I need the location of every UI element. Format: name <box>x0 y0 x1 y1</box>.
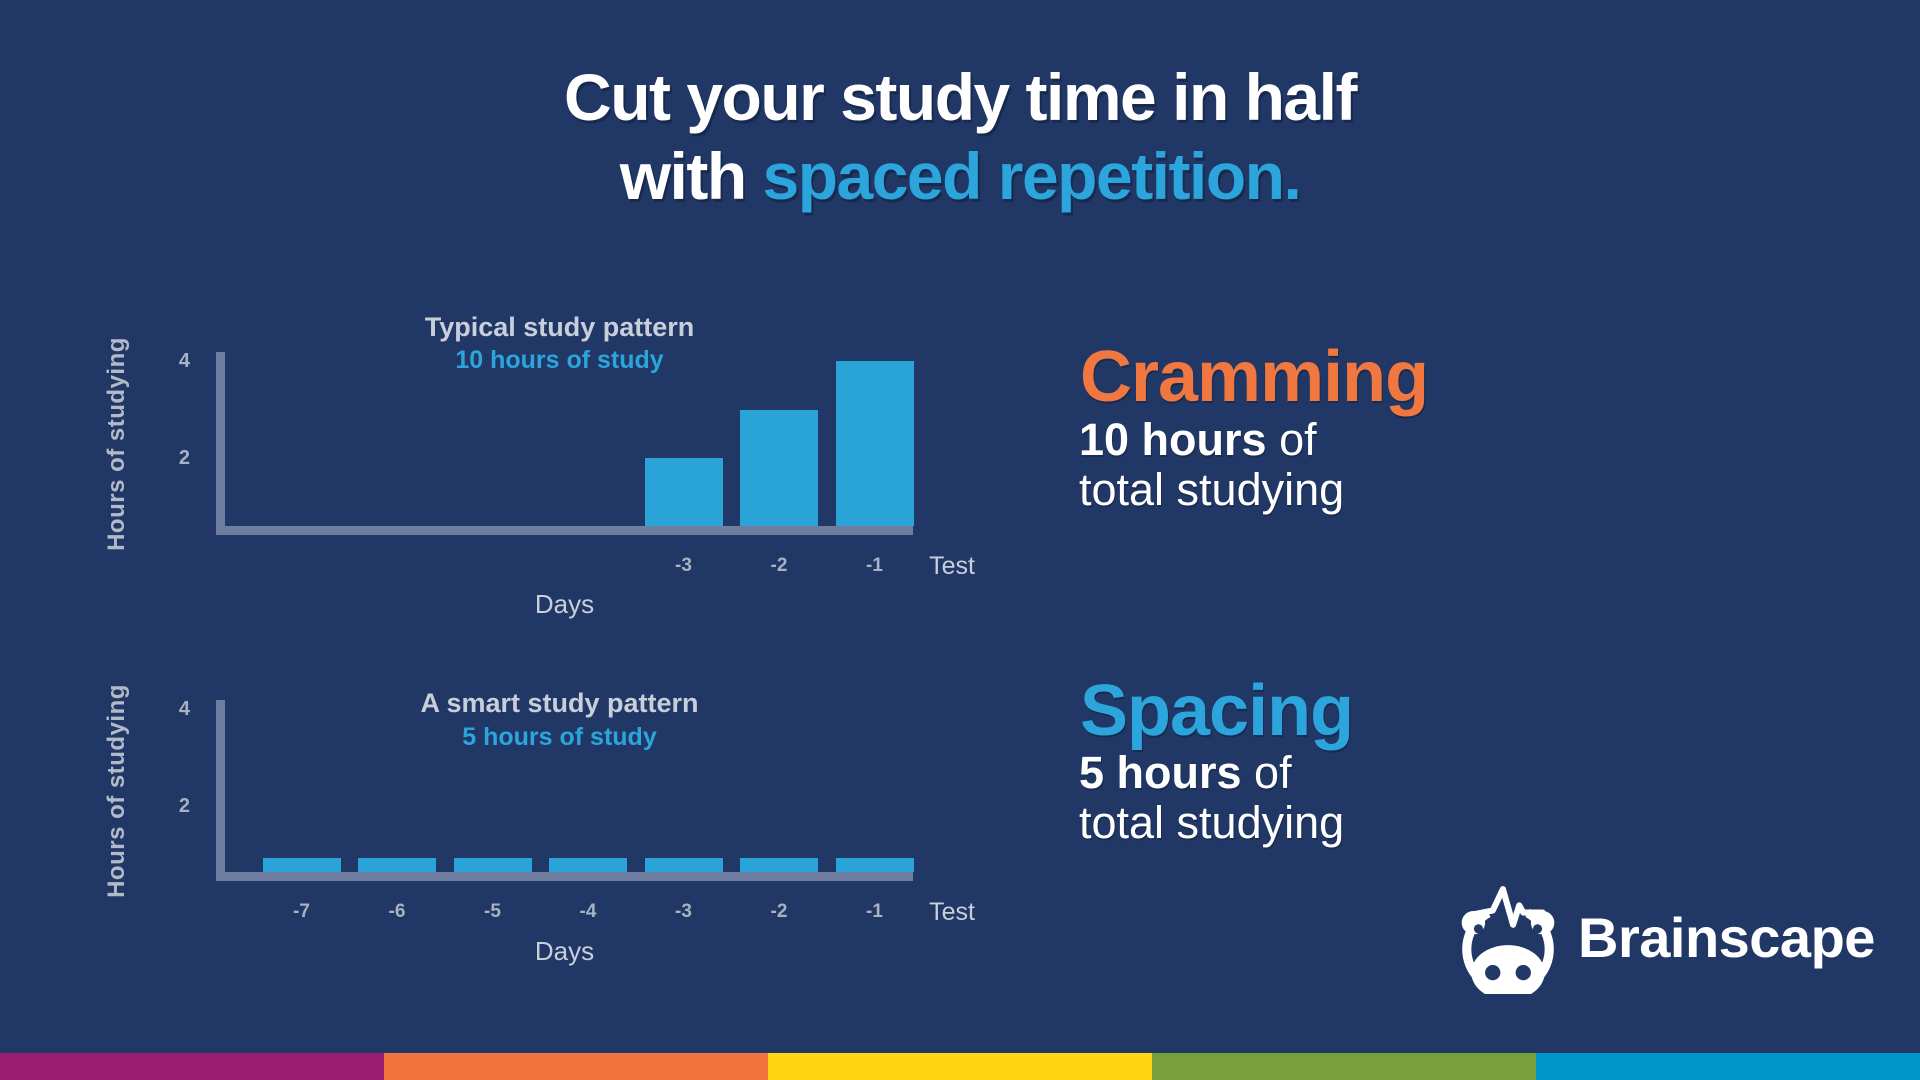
cramming-hours-line2: total studying <box>1079 464 1345 515</box>
chart-title: Typical study pattern <box>424 312 695 342</box>
cramming-hours-value: 10 hours <box>1079 414 1267 465</box>
spacing-description: 5 hours of total studying <box>1079 748 1344 848</box>
bar <box>835 858 914 872</box>
footer-stripe-segment-5 <box>1536 1053 1920 1080</box>
spacing-hours-line2: total studying <box>1079 797 1345 848</box>
footer-stripe-segment-2 <box>384 1053 768 1080</box>
bar <box>740 409 818 526</box>
x-axis-line <box>216 872 913 881</box>
x-tick-label: -1 <box>866 555 883 576</box>
y-tick-label: 4 <box>178 350 190 372</box>
spacing-heading: Spacing <box>1080 671 1354 751</box>
spacing-hours-line: 5 hours of <box>1079 748 1344 798</box>
bar <box>740 858 818 872</box>
x-axis-test-label: Test <box>929 552 975 580</box>
x-axis-title: Days <box>534 589 595 619</box>
bar <box>453 858 532 872</box>
x-tick-label: -3 <box>675 901 692 922</box>
brainscape-robot-icon <box>1461 886 1555 994</box>
chart-title: A smart study pattern <box>420 688 699 718</box>
x-axis-title: Days <box>534 936 595 966</box>
x-axis-line <box>216 526 913 535</box>
bar <box>358 858 436 872</box>
brainscape-wordmark: Brainscape <box>1578 906 1875 969</box>
footer-stripe-segment-3 <box>768 1053 1152 1080</box>
x-tick-label: -2 <box>770 901 788 922</box>
page-title-line2: with spaced repetition. <box>0 137 1920 216</box>
x-tick-label: -5 <box>484 901 501 922</box>
cramming-description: 10 hours of total studying <box>1079 415 1344 515</box>
x-axis-test-label: Test <box>929 898 975 926</box>
page-title-line2-prefix: with <box>619 139 763 213</box>
x-tick-label: -3 <box>675 555 692 576</box>
page-title-line2-highlight: spaced repetition. <box>762 139 1302 213</box>
footer-stripe-segment-4 <box>1152 1053 1536 1080</box>
y-tick-label: 2 <box>178 447 190 469</box>
chart-subtitle: 10 hours of study <box>455 346 664 374</box>
x-tick-label: -6 <box>388 901 406 922</box>
cramming-heading: Cramming <box>1080 337 1429 417</box>
page-title: Cut your study time in half with spaced … <box>0 58 1920 216</box>
bar <box>644 458 723 526</box>
y-tick-label: 4 <box>178 698 190 720</box>
bar <box>835 361 914 526</box>
cramming-hours-line: 10 hours of <box>1079 415 1344 465</box>
bar <box>549 858 627 872</box>
bar <box>262 858 341 872</box>
y-axis-line <box>216 700 225 881</box>
footer-stripe-segment-1 <box>0 1053 384 1080</box>
x-tick-label: -7 <box>293 901 310 922</box>
y-axis-line <box>216 352 225 535</box>
bar <box>644 858 723 872</box>
spacing-hours-rest: of <box>1241 747 1292 798</box>
x-tick-label: -2 <box>770 555 788 576</box>
x-tick-label: -1 <box>866 901 883 922</box>
y-tick-label: 2 <box>178 795 190 817</box>
chart-subtitle: 5 hours of study <box>462 723 657 751</box>
page-title-line1: Cut your study time in half <box>564 60 1357 134</box>
footer-color-stripe <box>0 1053 1920 1080</box>
spacing-hours-value: 5 hours <box>1079 747 1242 798</box>
y-axis-label: Hours of studying <box>103 336 130 551</box>
y-axis-label: Hours of studying <box>103 683 130 898</box>
cramming-hours-rest: of <box>1266 414 1317 465</box>
x-tick-label: -4 <box>579 901 597 922</box>
